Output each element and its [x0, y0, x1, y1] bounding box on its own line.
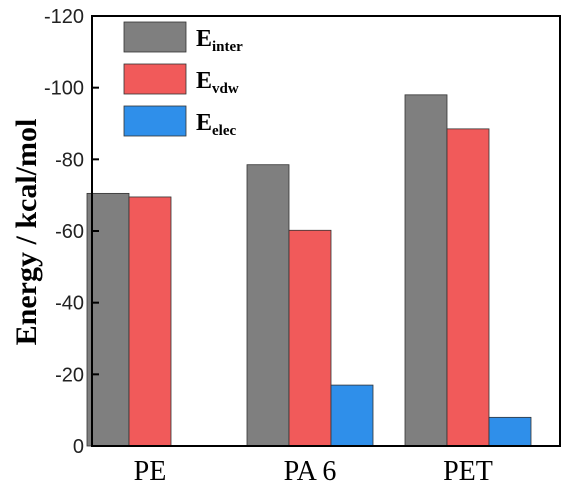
bars-group — [86, 94, 532, 447]
bar-evdw-pet — [446, 128, 490, 447]
legend-swatch — [123, 21, 187, 53]
y-tick-label: 0 — [73, 436, 84, 458]
y-ticks-group: 0 -20 -40 -60 -80 -100 -120 — [44, 6, 99, 458]
legend: Einter Evdw Eelec — [123, 21, 243, 139]
y-tick-label: -40 — [55, 293, 84, 315]
x-category-label: PE — [134, 456, 167, 487]
y-tick-label: -120 — [44, 6, 84, 28]
legend-label: Einter — [196, 26, 243, 55]
y-axis-label: Energy / kcal/mol — [10, 119, 43, 346]
y-tick-label: -100 — [44, 78, 84, 100]
bar-evdw-pa6 — [288, 229, 332, 447]
x-category-label: PA 6 — [284, 456, 337, 487]
y-tick-label: -80 — [55, 149, 84, 171]
legend-label: Evdw — [196, 68, 239, 97]
y-tick-label: -20 — [55, 364, 84, 386]
bar-eelec-pa6 — [330, 384, 374, 447]
bar-einter-pet — [404, 94, 448, 447]
bar-eelec-pet — [488, 416, 532, 447]
bar-einter-pe — [86, 192, 130, 447]
bar-evdw-pe — [128, 196, 172, 447]
bar-einter-pa6 — [246, 164, 290, 447]
y-tick-label: -60 — [55, 221, 84, 243]
legend-label: Eelec — [196, 110, 236, 139]
legend-swatch — [123, 63, 187, 95]
x-category-label: PET — [443, 456, 493, 487]
legend-swatch — [123, 105, 187, 137]
category-labels-group: PE PA 6 PET — [134, 456, 493, 487]
